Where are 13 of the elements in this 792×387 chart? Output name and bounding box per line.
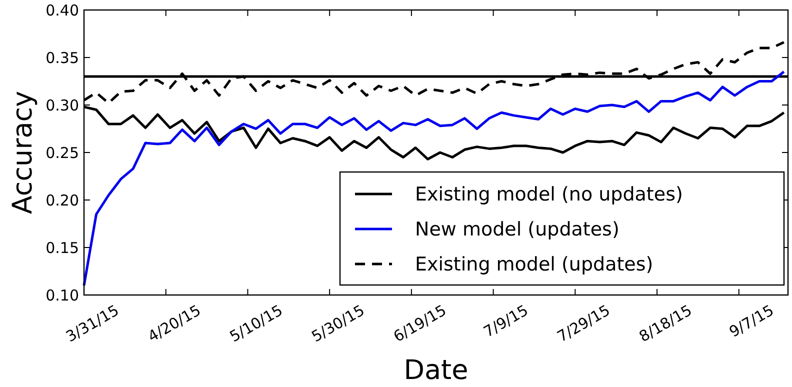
y-tick-label: 0.20 xyxy=(46,191,79,210)
legend-label: Existing model (no updates) xyxy=(415,184,683,206)
y-tick-label: 0.25 xyxy=(46,144,79,162)
y-tick-label: 0.15 xyxy=(46,238,79,257)
legend-label: New model (updates) xyxy=(415,218,620,241)
x-axis-title: Date xyxy=(404,355,468,386)
legend-label: Existing model (updates) xyxy=(415,254,654,276)
y-tick-label: 0.35 xyxy=(46,48,79,67)
y-tick-label: 0.10 xyxy=(46,286,79,304)
line-series xyxy=(82,70,786,287)
y-tick-label: 0.30 xyxy=(46,96,79,114)
y-axis-title: Accuracy xyxy=(7,90,38,214)
y-tick-label: 0.40 xyxy=(46,1,79,20)
